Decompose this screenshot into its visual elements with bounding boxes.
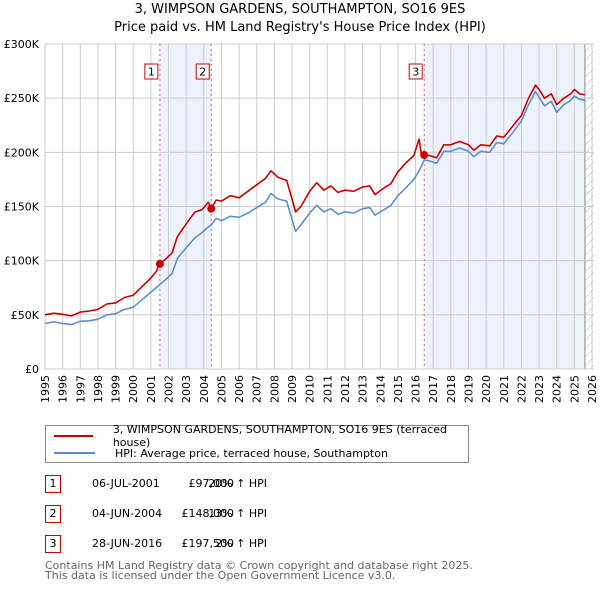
sale-hpi-change: 2% ↑ HPI <box>215 537 267 550</box>
x-tick-label: 2012 <box>339 375 352 403</box>
sale-label-text: 2 <box>199 66 206 79</box>
footer-licence: This data is licensed under the Open Gov… <box>45 569 396 582</box>
x-axis-ticks: 1995 1996 1997 1998 1999 2000 2001 2002 2003 2004… <box>39 375 599 403</box>
chart-title: 3, WIMPSON GARDENS, SOUTHAMPTON, SO16 9E… <box>134 2 466 17</box>
legend-item-hpi: HPI: Average price, terraced house, Sout… <box>54 445 388 461</box>
x-tick-label: 2022 <box>515 375 528 403</box>
sale-row: 3 28-JUN-2016 £197,500 2% ↑ HPI <box>0 535 600 555</box>
sale-row: 1 06-JUL-2001 £97,000 20% ↑ HPI <box>0 475 600 495</box>
x-tick-label: 2000 <box>127 375 140 403</box>
x-tick-label: 2025 <box>568 375 581 403</box>
y-tick-label: £250K <box>4 92 40 105</box>
legend: 3, WIMPSON GARDENS, SOUTHAMPTON, SO16 9E… <box>45 423 469 463</box>
y-tick-label: £300K <box>4 38 40 51</box>
x-tick-label: 2018 <box>445 375 458 403</box>
sale-points <box>155 151 429 268</box>
sale-date: 04-JUN-2004 <box>92 507 163 520</box>
x-tick-label: 2011 <box>321 375 334 403</box>
sale-price: £97,000 <box>188 477 235 490</box>
footer-copyright: Contains HM Land Registry data © Crown c… <box>45 559 473 572</box>
x-tick-label: 2007 <box>251 375 264 403</box>
x-tick-label: 2010 <box>304 375 317 403</box>
legend-swatch-property <box>54 435 93 437</box>
legend-label-hpi: HPI: Average price, terraced house, Sout… <box>115 446 388 460</box>
x-tick-label: 2005 <box>215 375 228 403</box>
chart-subtitle: Price paid vs. HM Land Registry's House … <box>114 20 486 35</box>
y-tick-label: £100K <box>4 255 40 268</box>
x-tick-label: 2015 <box>392 375 405 403</box>
series <box>44 84 586 326</box>
footer: Contains HM Land Registry data © Crown c… <box>45 559 473 582</box>
x-tick-label: 2014 <box>374 375 387 403</box>
sale-point <box>207 204 216 213</box>
x-tick-label: 2023 <box>533 375 546 403</box>
x-tick-label: 1999 <box>110 375 123 403</box>
sale-label: 3 <box>408 63 423 80</box>
sale-price: £148,000 <box>181 507 235 520</box>
sale-date: 06-JUL-2001 <box>92 477 160 490</box>
sale-label-box <box>195 63 210 80</box>
sale-number-badge: 3 <box>45 535 61 553</box>
sale-date: 28-JUN-2016 <box>92 537 163 550</box>
sale-point <box>420 151 429 160</box>
sale-labels: 1 2 3 <box>144 63 423 80</box>
x-tick-label: 2021 <box>498 375 511 403</box>
sale-point <box>155 259 164 268</box>
x-tick-label: 1996 <box>57 375 70 403</box>
x-tick-label: 2016 <box>410 375 423 403</box>
sale-label-text: 3 <box>412 66 419 79</box>
x-tick-label: 2020 <box>480 375 493 403</box>
x-tick-label: 2002 <box>163 375 176 403</box>
x-tick-label: 2013 <box>357 375 370 403</box>
series-line <box>44 84 586 317</box>
sale-label: 2 <box>195 63 210 80</box>
y-tick-label: £150K <box>4 201 40 214</box>
x-tick-label: 1997 <box>74 375 87 403</box>
y-tick-label: £50K <box>11 309 40 322</box>
sale-price: £197,500 <box>181 537 235 550</box>
y-tick-label: £0 <box>25 363 39 376</box>
legend-swatch-hpi <box>54 452 95 454</box>
legend-item-property: 3, WIMPSON GARDENS, SOUTHAMPTON, SO16 9E… <box>54 423 468 449</box>
x-tick-label: 2001 <box>145 375 158 403</box>
x-tick-label: 1995 <box>39 375 52 403</box>
sale-label-box <box>144 63 159 80</box>
x-tick-label: 2006 <box>233 375 246 403</box>
legend-label-property: 3, WIMPSON GARDENS, SOUTHAMPTON, SO16 9E… <box>112 423 447 449</box>
sale-number-badge: 1 <box>45 475 61 493</box>
x-tick-label: 2003 <box>180 375 193 403</box>
x-tick-label: 2008 <box>268 375 281 403</box>
y-tick-label: £200K <box>4 146 40 159</box>
x-tick-label: 2026 <box>586 375 599 403</box>
x-tick-label: 2024 <box>551 375 564 403</box>
x-tick-label: 2004 <box>198 375 211 403</box>
sale-number-badge: 2 <box>45 505 61 523</box>
x-tick-label: 1998 <box>92 375 105 403</box>
x-tick-label: 2019 <box>462 375 475 403</box>
price-chart: £0 £50K £100K £150K £200K £250K £300K 1995 1996… <box>4 38 599 403</box>
sale-row: 2 04-JUN-2004 £148,000 13% ↑ HPI <box>0 505 600 525</box>
y-axis-ticks: £0 £50K £100K £150K £200K £250K £300K <box>4 38 40 376</box>
x-tick-label: 2017 <box>427 375 440 403</box>
sale-markers-lines <box>159 44 425 369</box>
x-tick-label: 2009 <box>286 375 299 403</box>
sale-hpi-change: 13% ↑ HPI <box>208 507 267 520</box>
sale-label-box <box>408 63 423 80</box>
series-line <box>44 90 586 326</box>
sale-hpi-change: 20% ↑ HPI <box>208 477 267 490</box>
sale-label: 1 <box>144 63 159 80</box>
sale-label-text: 1 <box>148 66 155 79</box>
